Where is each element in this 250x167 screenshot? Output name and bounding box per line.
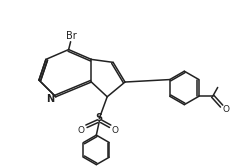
Text: O: O — [222, 105, 229, 114]
Text: O: O — [112, 126, 118, 135]
Text: N: N — [46, 94, 54, 104]
Text: O: O — [78, 126, 85, 135]
Text: S: S — [96, 113, 103, 123]
Text: Br: Br — [66, 31, 77, 41]
